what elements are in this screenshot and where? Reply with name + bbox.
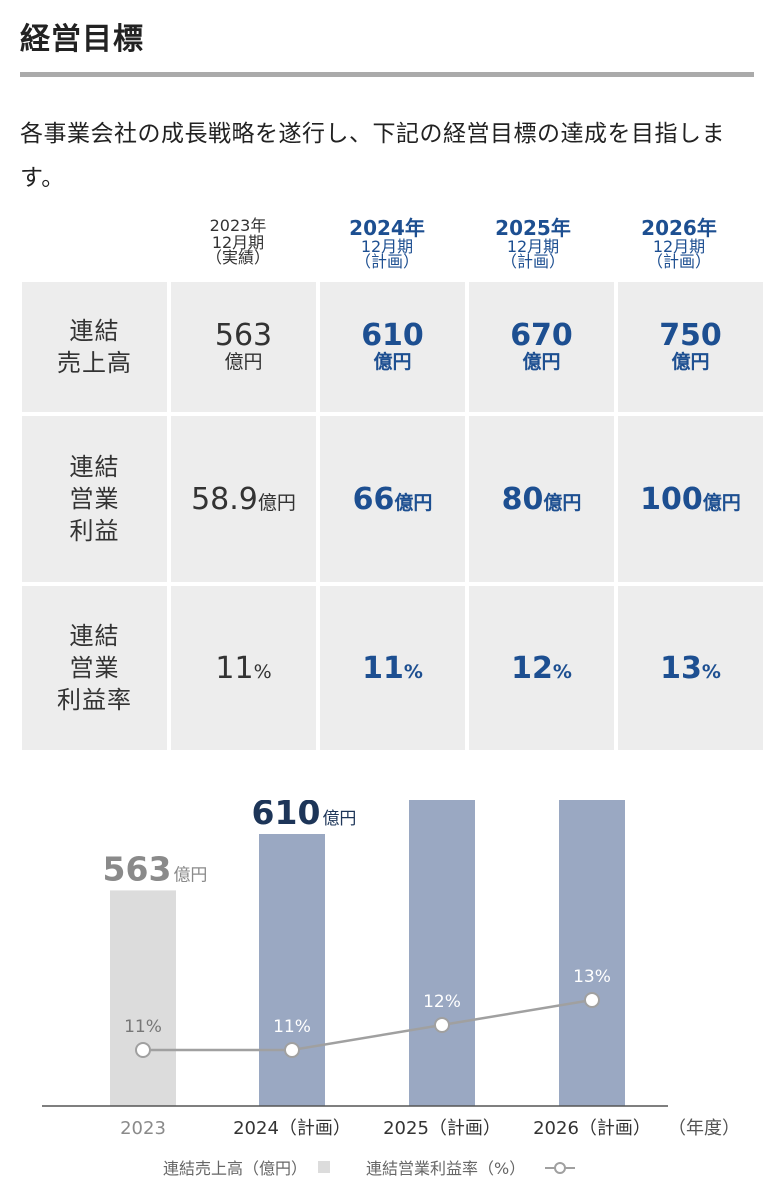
col-header-2026: 2026年 12月期 （計画） — [608, 216, 750, 271]
unit: % — [701, 660, 721, 683]
row-label-line: 利益 — [69, 517, 120, 545]
unit: % — [253, 660, 272, 683]
margin-point — [434, 1017, 450, 1033]
row-header-operating-profit: 連結 営業 利益 — [22, 416, 167, 582]
revenue-2023-cell: 563 億円 — [171, 282, 316, 412]
margin-point-label: 13% — [573, 967, 611, 987]
row-label-line: 連結 — [69, 453, 120, 481]
x-tick-label: 2023 — [120, 1118, 166, 1139]
revenue-2025-cell: 670 億円 — [469, 282, 614, 412]
revenue-margin-chart: 563億円610億円670億円750億円20232024（計画）2025（計画）… — [42, 800, 740, 1178]
value: 100 — [640, 481, 703, 517]
row-label-line: 営業 — [69, 654, 120, 682]
x-tick-label: 2025（計画） — [383, 1118, 501, 1139]
margin-point-label: 11% — [273, 1017, 311, 1037]
bar-value-label: 563 億円 — [103, 849, 208, 888]
margin-point-label: 12% — [423, 992, 461, 1012]
unit: 億円 — [373, 351, 412, 373]
col-kind: （実績） — [205, 248, 270, 267]
bar-2025（計画） — [409, 800, 475, 1106]
unit: 億円 — [224, 351, 263, 373]
legend-bar-label: 連結売上高（億円） — [163, 1159, 307, 1178]
col-header-2024: 2024年 12月期 （計画） — [316, 216, 458, 271]
margin-point — [284, 1042, 300, 1058]
col-period: 12月期 — [211, 233, 265, 252]
title-underline — [20, 72, 754, 77]
margin-2026-cell: 13% — [618, 586, 763, 750]
margin-line — [143, 998, 593, 1052]
unit: % — [552, 660, 572, 683]
row-label-line: 連結 — [69, 317, 120, 345]
row-header-revenue: 連結 売上高 — [22, 282, 167, 412]
value: 11 — [215, 650, 254, 686]
x-tick-label: 2024（計画） — [233, 1118, 351, 1139]
row-label-line: 利益率 — [57, 686, 132, 714]
col-period: 12月期 — [506, 237, 560, 256]
bar-2024（計画） — [259, 834, 325, 1106]
col-year: 2025年 — [495, 216, 571, 240]
unit: 億円 — [522, 351, 561, 373]
col-period: 12月期 — [360, 237, 414, 256]
col-header-2023: 2023年 12月期 （実績） — [167, 216, 309, 267]
col-year: 2024年 — [349, 216, 425, 240]
unit: 億円 — [394, 491, 433, 514]
value: 563 — [214, 318, 273, 353]
value: 13 — [660, 650, 702, 686]
revenue-2024-cell: 610 億円 — [320, 282, 465, 412]
col-kind: （計画） — [500, 252, 565, 271]
col-year: 2023年 — [209, 216, 267, 235]
legend-bar-swatch — [318, 1161, 330, 1173]
col-year: 2026年 — [641, 216, 717, 240]
value: 11 — [362, 650, 404, 686]
row-label-line: 連結 — [69, 622, 120, 650]
x-tick-label: 2026（計画） — [533, 1118, 651, 1139]
bar-2026（計画） — [559, 800, 625, 1106]
profit-2026-cell: 100億円 — [618, 416, 763, 582]
col-header-2025: 2025年 12月期 （計画） — [462, 216, 604, 271]
value: 750 — [659, 318, 722, 353]
col-kind: （計画） — [646, 252, 711, 271]
row-header-operating-margin: 連結 営業 利益率 — [22, 586, 167, 750]
margin-point-label: 11% — [124, 1017, 162, 1037]
unit: 億円 — [543, 491, 582, 514]
x-unit-label: （年度） — [668, 1118, 740, 1139]
legend-line-marker — [554, 1162, 566, 1174]
value: 670 — [510, 318, 573, 353]
legend-line-label: 連結営業利益率（%） — [366, 1159, 525, 1178]
bar-2023 — [110, 890, 176, 1106]
row-label-line: 営業 — [69, 485, 120, 513]
intro-text: 各事業会社の成長戦略を遂行し、下記の経営目標の達成を目指します。 — [20, 121, 725, 191]
page-title: 経営目標 — [20, 22, 144, 57]
col-kind: （計画） — [354, 252, 419, 271]
unit: 億円 — [257, 491, 296, 514]
col-period: 12月期 — [652, 237, 706, 256]
targets-table: 連結 売上高 563 億円 610 億円 670 億円 750 億円 連結 営業 利益 58.… — [22, 282, 763, 750]
margin-point — [135, 1042, 151, 1058]
revenue-2026-cell: 750 億円 — [618, 282, 763, 412]
value: 610 — [361, 318, 424, 353]
bar-value-label: 610 億円 — [252, 800, 357, 832]
margin-2024-cell: 11% — [320, 586, 465, 750]
row-label-line: 売上高 — [57, 349, 132, 377]
unit: 億円 — [671, 351, 710, 373]
profit-2023-cell: 58.9億円 — [171, 416, 316, 582]
value: 58.9 — [191, 481, 258, 517]
value: 80 — [501, 481, 544, 517]
value: 12 — [511, 650, 553, 686]
unit: 億円 — [702, 491, 741, 514]
profit-2024-cell: 66億円 — [320, 416, 465, 582]
unit: % — [403, 660, 423, 683]
profit-2025-cell: 80億円 — [469, 416, 614, 582]
margin-point — [584, 992, 600, 1008]
margin-2025-cell: 12% — [469, 586, 614, 750]
value: 66 — [352, 481, 395, 517]
margin-2023-cell: 11% — [171, 586, 316, 750]
